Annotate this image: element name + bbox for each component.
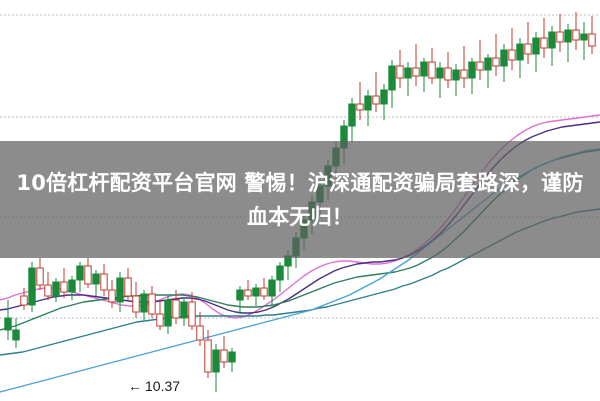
warning-banner-text: 10倍杠杆配资平台官网 警惕！沪深通配资骗局套路深，谨防血本无归！	[16, 170, 584, 229]
warning-banner: 10倍杠杆配资平台官网 警惕！沪深通配资骗局套路深，谨防血本无归！	[0, 141, 600, 258]
price-annotation-label: 10.37	[145, 378, 181, 394]
left-arrow-icon: ←	[128, 378, 142, 394]
price-annotation: ← 10.37	[128, 378, 180, 394]
